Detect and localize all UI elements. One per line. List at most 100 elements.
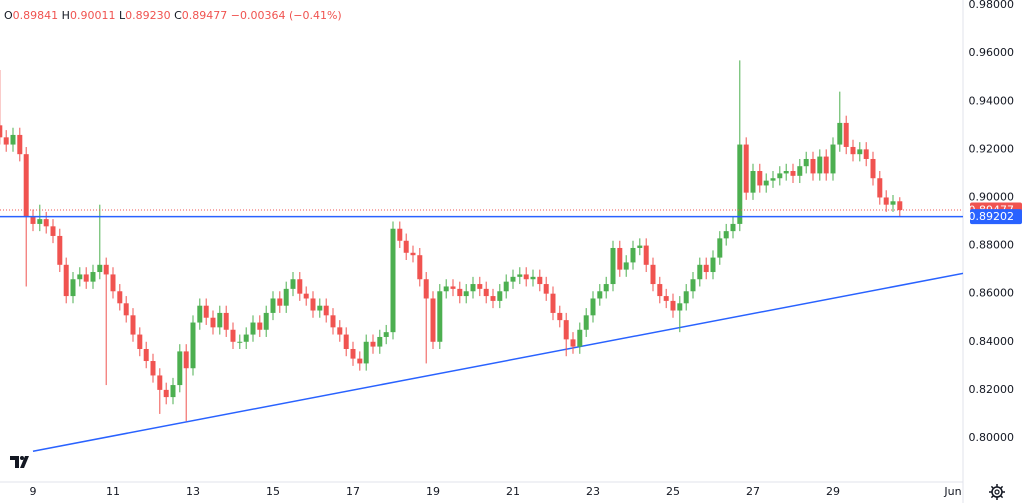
- candle-body: [797, 166, 803, 176]
- candle-body: [483, 288, 489, 297]
- candle-body: [710, 257, 716, 273]
- candle-body: [770, 178, 776, 181]
- candle-body: [883, 197, 889, 205]
- candle-body: [523, 274, 529, 280]
- y-tick-label: 0.92000: [969, 142, 1015, 155]
- candle-body: [677, 303, 683, 311]
- hline-label-bg: [970, 209, 1022, 225]
- candle-body: [443, 286, 449, 292]
- header-value: 0.89477: [182, 9, 228, 22]
- candle-body: [743, 144, 749, 193]
- candle-body: [357, 358, 363, 364]
- candle-body: [103, 264, 109, 275]
- candle-body: [597, 291, 603, 299]
- candle-body: [557, 312, 563, 321]
- candle-body: [437, 291, 443, 342]
- candle-body: [810, 158, 816, 174]
- candle-body: [257, 322, 263, 330]
- candle-body: [143, 348, 149, 362]
- candle-body: [223, 312, 229, 330]
- header-key: O: [4, 9, 13, 22]
- candle-body: [57, 235, 63, 265]
- candle-body: [517, 274, 523, 277]
- candle-body: [897, 201, 903, 211]
- y-tick-label: 0.88000: [969, 239, 1015, 252]
- candle-body: [270, 298, 276, 313]
- candle-body: [717, 238, 723, 258]
- candle-body: [603, 284, 609, 292]
- candle-body: [317, 305, 323, 311]
- candle-body: [170, 385, 176, 398]
- candle-body: [177, 351, 183, 386]
- header-key: L: [119, 9, 126, 22]
- candle-body: [397, 228, 403, 241]
- candle-body: [530, 276, 536, 280]
- candle-body: [490, 296, 496, 301]
- candle-body: [263, 312, 269, 330]
- candle-body: [3, 137, 9, 145]
- candle-body: [497, 291, 503, 301]
- header-change: −0.00364 (−0.41%): [231, 9, 342, 22]
- candle-body: [477, 284, 483, 289]
- hline-label: 0.89202: [969, 210, 1015, 223]
- candle-body: [450, 286, 456, 289]
- candle-body: [43, 219, 49, 227]
- candle-body: [610, 247, 616, 285]
- candle-body: [503, 281, 509, 292]
- candle-body: [790, 171, 796, 176]
- candle-body: [277, 298, 283, 306]
- x-tick-label: 17: [346, 485, 360, 498]
- y-tick-label: 0.94000: [969, 94, 1015, 107]
- trendline: [32, 272, 963, 452]
- candle-body: [210, 317, 216, 328]
- x-tick-label: 9: [30, 485, 37, 498]
- candle-body: [857, 149, 863, 155]
- candle-body: [670, 300, 676, 311]
- candle-body: [17, 134, 23, 155]
- settings-icon[interactable]: [989, 484, 1005, 500]
- candle-body: [77, 274, 83, 280]
- candle-body: [343, 334, 349, 349]
- candle-body: [890, 201, 896, 205]
- candle-body: [243, 334, 249, 342]
- candle-body: [383, 332, 389, 337]
- header-key: C: [174, 9, 182, 22]
- candle-body: [150, 361, 156, 376]
- candle-body: [330, 315, 336, 328]
- candle-body: [283, 288, 289, 306]
- candle-body: [463, 291, 469, 297]
- candle-body: [823, 156, 829, 174]
- candle-body: [697, 264, 703, 280]
- candle-body: [537, 276, 543, 285]
- y-tick-label: 0.96000: [969, 46, 1015, 59]
- candle-body: [50, 226, 56, 236]
- candle-body: [370, 341, 376, 347]
- candle-body: [543, 284, 549, 294]
- candle-body: [377, 336, 383, 347]
- candle-body: [297, 279, 303, 294]
- y-tick-label: 0.98000: [969, 0, 1015, 11]
- x-tick-label: 13: [186, 485, 200, 498]
- candle-body: [110, 274, 116, 292]
- candle-body: [630, 247, 636, 263]
- candle-body: [663, 296, 669, 301]
- candle-body: [723, 231, 729, 239]
- candle-body: [83, 274, 89, 282]
- candle-body: [237, 341, 243, 343]
- candle-body: [203, 305, 209, 318]
- candle-body: [337, 327, 343, 335]
- candle-body: [763, 180, 769, 186]
- x-tick-label: 23: [586, 485, 600, 498]
- candle-body: [97, 264, 103, 273]
- candle-body: [550, 293, 556, 313]
- ohlc-header: O0.89841 H0.90011 L0.89230 C0.89477 −0.0…: [4, 9, 342, 22]
- candle-body: [590, 298, 596, 316]
- candle-body: [683, 291, 689, 304]
- candle-body: [830, 144, 836, 174]
- candle-body: [423, 279, 429, 299]
- candle-body: [217, 312, 223, 328]
- candle-body: [837, 122, 843, 145]
- y-tick-label: 0.86000: [969, 287, 1015, 300]
- candle-body: [250, 322, 256, 335]
